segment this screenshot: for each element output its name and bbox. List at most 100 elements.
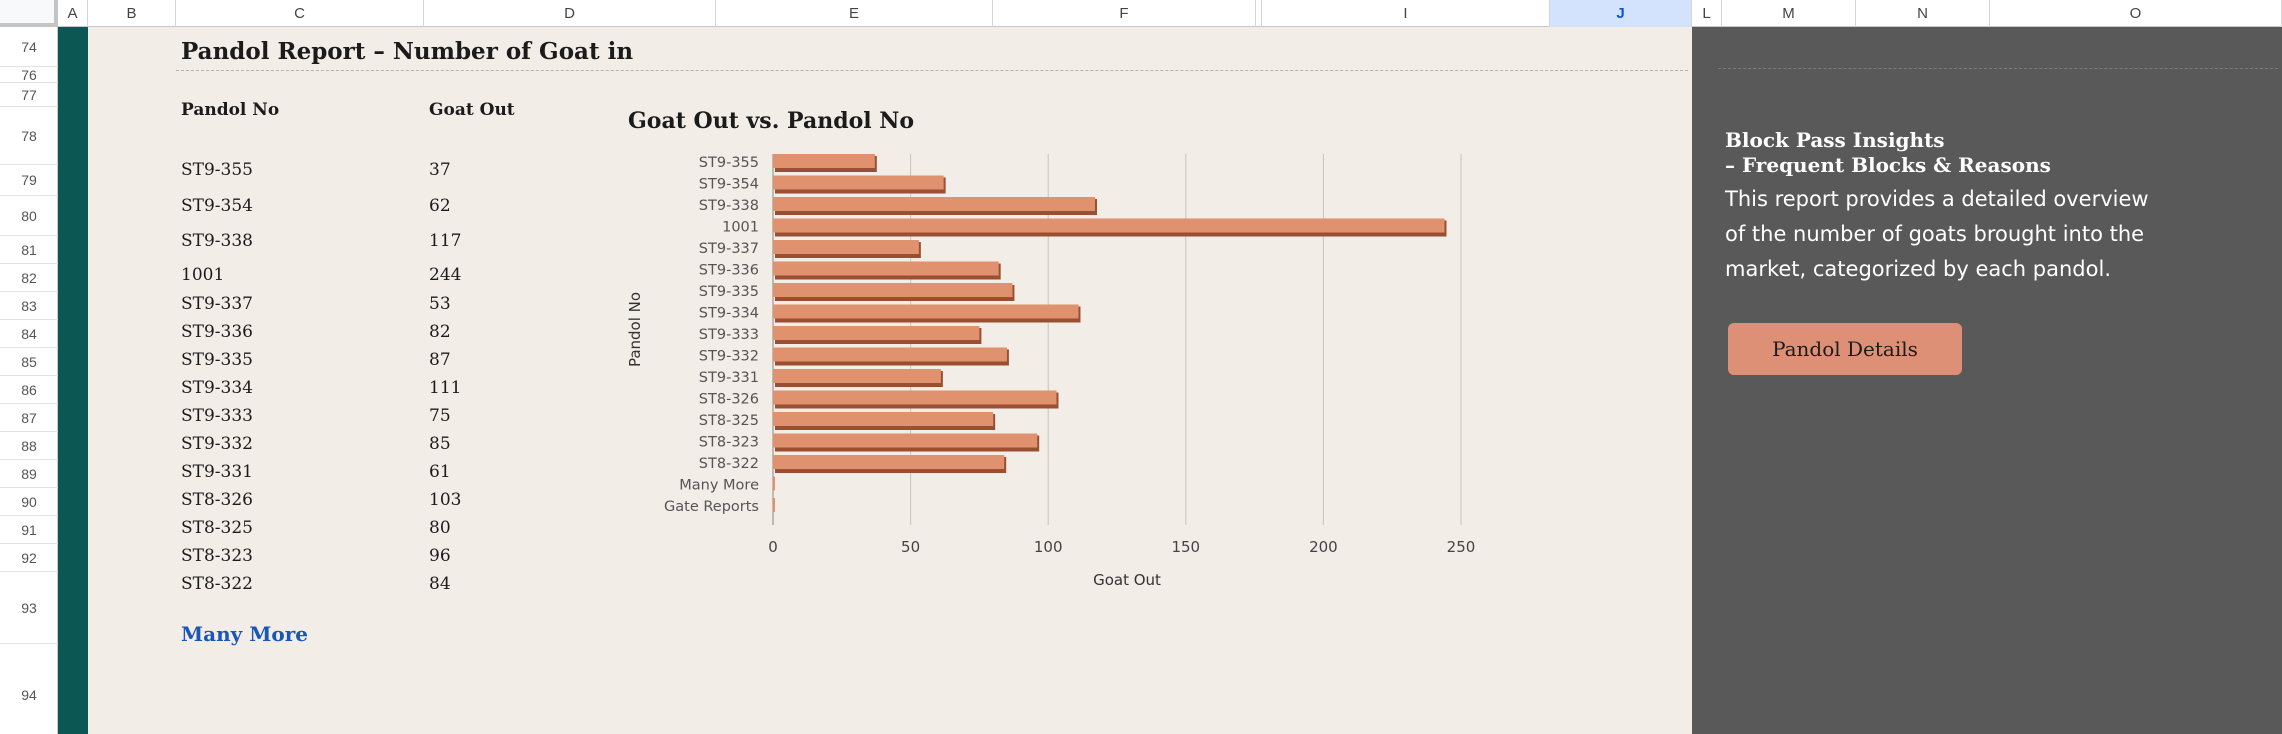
table-cell-pandol: ST9-355 [181, 160, 253, 180]
table-cell-pandol: ST9-332 [181, 434, 253, 454]
column-header-hidden[interactable] [1256, 0, 1262, 27]
row-header-88[interactable]: 88 [0, 432, 58, 460]
x-tick-label: 50 [901, 538, 920, 556]
y-tick-label: ST9-335 [699, 284, 759, 300]
y-tick-label: ST9-333 [699, 327, 759, 343]
y-tick-label: ST8-322 [699, 456, 759, 472]
many-more-link[interactable]: Many More [181, 622, 308, 646]
table-cell-pandol: ST9-336 [181, 322, 253, 342]
bar [773, 218, 1445, 233]
column-header-a[interactable]: A [58, 0, 88, 27]
row-header-91[interactable]: 91 [0, 516, 58, 544]
select-all-corner[interactable] [0, 0, 58, 27]
table-cell-goat-out: 62 [429, 196, 451, 216]
table-cell-goat-out: 75 [429, 406, 451, 426]
bar [773, 326, 980, 340]
x-tick-label: 200 [1309, 538, 1338, 556]
table-cell-goat-out: 80 [429, 518, 451, 538]
table-header-goat-out: Goat Out [429, 100, 515, 120]
bar [773, 283, 1013, 297]
table-cell-pandol: ST8-322 [181, 574, 253, 594]
column-header-d[interactable]: D [424, 0, 716, 27]
row-header-93[interactable]: 93 [0, 572, 58, 644]
column-header-b[interactable]: B [88, 0, 176, 27]
bar [773, 240, 919, 254]
table-cell-pandol: ST9-334 [181, 378, 253, 398]
y-tick-label: Many More [679, 478, 759, 494]
row-header-84[interactable]: 84 [0, 320, 58, 348]
y-tick-label: ST9-336 [699, 263, 759, 279]
column-header-e[interactable]: E [716, 0, 993, 27]
row-header-86[interactable]: 86 [0, 376, 58, 404]
table-cell-pandol: ST9-354 [181, 196, 253, 216]
table-cell-pandol: ST9-338 [181, 231, 253, 251]
table-header-pandol-no: Pandol No [181, 100, 280, 120]
column-header-l[interactable]: L [1692, 0, 1722, 27]
insights-panel [1692, 27, 2282, 734]
row-header-bar: 74 76 77 78 79 80 81 82 83 84 85 86 87 88 89 90 91 92 93 94 [0, 27, 58, 734]
row-header-74[interactable]: 74 [0, 27, 58, 67]
table-cell-goat-out: 84 [429, 574, 451, 594]
title-divider [176, 70, 1688, 71]
report-title: Pandol Report – Number of Goat in [181, 38, 634, 65]
row-header-76[interactable]: 76 [0, 67, 58, 83]
row-header-80[interactable]: 80 [0, 196, 58, 236]
x-tick-label: 150 [1171, 538, 1200, 556]
table-cell-pandol: ST9-333 [181, 406, 253, 426]
table-cell-goat-out: 96 [429, 546, 451, 566]
bar [773, 197, 1095, 211]
table-cell-goat-out: 61 [429, 462, 451, 482]
bar [773, 347, 1007, 362]
row-header-89[interactable]: 89 [0, 460, 58, 488]
row-header-78[interactable]: 78 [0, 107, 58, 165]
table-cell-pandol: ST9-337 [181, 294, 253, 314]
y-tick-label: Gate Reports [664, 499, 759, 515]
table-cell-pandol: ST8-326 [181, 490, 253, 510]
insights-description: This report provides a detailed overview… [1725, 187, 2149, 281]
y-tick-label: ST9-334 [699, 306, 759, 322]
column-header-c[interactable]: C [176, 0, 424, 27]
bar-chart: 0 50 100 150 200 250 ST9-355 ST9-354 ST9-338 1001… [626, 154, 1476, 589]
y-axis-label: Pandol No [626, 292, 644, 367]
row-header-81[interactable]: 81 [0, 236, 58, 264]
bar [773, 412, 994, 426]
column-header-o[interactable]: O [1990, 0, 2282, 27]
insights-title: Block Pass Insights – Frequent Blocks & … [1725, 128, 2051, 177]
row-header-87[interactable]: 87 [0, 404, 58, 432]
y-tick-label: ST9-337 [699, 241, 759, 257]
row-header-79[interactable]: 79 [0, 165, 58, 196]
x-axis-label: Goat Out [1093, 571, 1161, 589]
y-tick-label: ST9-332 [699, 349, 759, 365]
row-header-77[interactable]: 77 [0, 83, 58, 107]
column-header-n[interactable]: N [1856, 0, 1990, 27]
table-cell-goat-out: 87 [429, 350, 451, 370]
x-tick-label: 250 [1447, 538, 1476, 556]
row-header-94[interactable]: 94 [0, 644, 58, 734]
column-header-i[interactable]: I [1262, 0, 1550, 27]
table-cell-goat-out: 117 [429, 231, 462, 251]
bar [773, 304, 1079, 319]
row-header-82[interactable]: 82 [0, 264, 58, 292]
bar [773, 476, 775, 491]
bar [773, 175, 944, 190]
table-cell-goat-out: 85 [429, 434, 451, 454]
table-cell-goat-out: 103 [429, 490, 462, 510]
column-header-m[interactable]: M [1722, 0, 1856, 27]
y-tick-label: ST8-325 [699, 413, 759, 429]
table-cell-pandol: ST9-331 [181, 462, 253, 482]
row-header-83[interactable]: 83 [0, 292, 58, 320]
pandol-details-button[interactable]: Pandol Details [1728, 323, 1962, 375]
x-tick-label: 100 [1034, 538, 1063, 556]
table-cell-goat-out: 37 [429, 160, 451, 180]
table-cell-goat-out: 82 [429, 322, 451, 342]
y-tick-label: 1001 [722, 220, 759, 236]
column-header-f[interactable]: F [993, 0, 1256, 27]
row-header-92[interactable]: 92 [0, 544, 58, 572]
column-header-j[interactable]: J [1550, 0, 1692, 27]
bar [773, 390, 1057, 405]
bar [773, 455, 1005, 469]
row-header-90[interactable]: 90 [0, 488, 58, 516]
row-header-85[interactable]: 85 [0, 348, 58, 376]
y-tick-label: ST8-326 [699, 392, 759, 408]
